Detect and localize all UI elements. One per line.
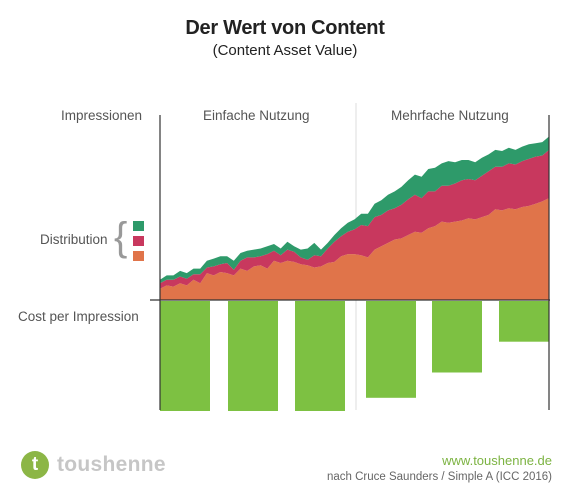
area-series-1 [160, 198, 549, 300]
distribution-swatch-3 [133, 221, 144, 231]
toushenne-logo-icon: t [21, 451, 49, 479]
impressions-label: Impressionen [61, 108, 143, 123]
stacked-areas [160, 136, 549, 300]
source-credit: nach Cruce Saunders / Simple A (ICC 2016… [326, 471, 552, 483]
area-series-2 [160, 149, 549, 289]
cost-bar-5 [432, 301, 482, 373]
cost-bar-2 [228, 301, 278, 411]
section-label-single-use: Einfache Nutzung [203, 108, 310, 123]
page-title: Der Wert von Content [185, 17, 385, 39]
cost-bar-6 [499, 301, 549, 342]
distribution-brace: { [114, 215, 128, 259]
distribution-label: Distribution [40, 232, 108, 247]
cost-bar-4 [366, 301, 416, 398]
toushenne-logo-text: toushenne [57, 453, 166, 476]
distribution-swatch-1 [133, 251, 144, 261]
page-subtitle: (Content Asset Value) [212, 42, 358, 59]
cost-bars [160, 301, 549, 411]
cost-bar-3 [295, 301, 345, 411]
distribution-swatches [133, 221, 144, 261]
cost-bar-1 [160, 301, 210, 411]
area-series-3 [160, 136, 549, 284]
website-link[interactable]: www.toushenne.de [442, 453, 552, 468]
section-label-multiple-use: Mehrfache Nutzung [391, 108, 509, 123]
cost-per-impression-label: Cost per Impression [18, 309, 139, 324]
distribution-swatch-2 [133, 236, 144, 246]
